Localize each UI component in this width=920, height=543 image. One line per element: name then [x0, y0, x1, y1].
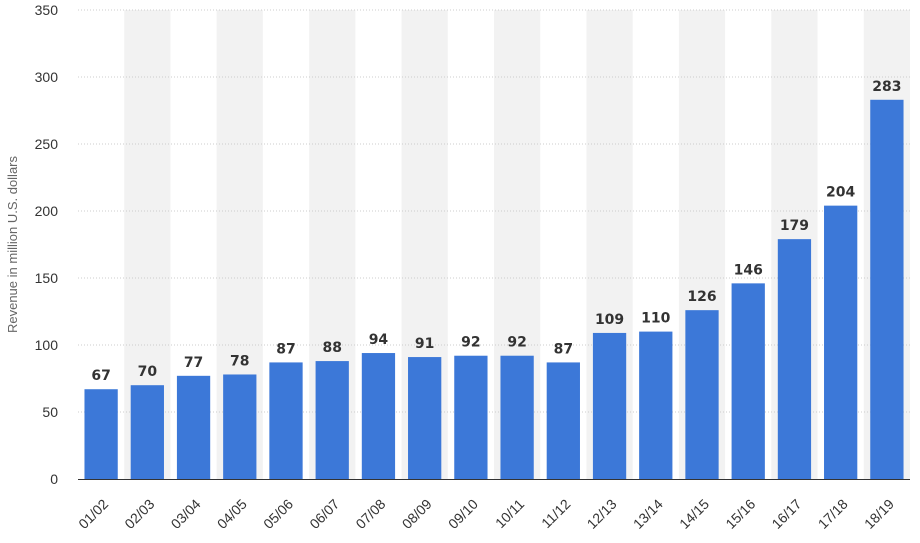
bar-06/07: [315, 361, 349, 479]
bar-04/05: [223, 374, 257, 479]
bar-18/19: [870, 99, 904, 479]
gridlines: [78, 9, 910, 413]
data-label-10/11: 92: [507, 335, 526, 351]
x-tick-label-10/11: 10/11: [492, 496, 528, 532]
y-tick-label-200: 200: [35, 203, 59, 219]
y-tick-label-150: 150: [35, 270, 59, 286]
x-tick-label-02/03: 02/03: [121, 496, 157, 532]
data-label-13/14: 110: [641, 311, 670, 327]
x-tick-label-16/17: 16/17: [768, 496, 804, 532]
bar-12/13: [592, 332, 627, 479]
data-labels: 67 70 77 78 87 88 94 91 92 92 87 109 110 126 146 179 204…: [91, 79, 901, 384]
bar-15/16: [731, 283, 765, 479]
y-axis-label: Revenue in million U.S. dollars: [5, 155, 20, 333]
y-tick-label-0: 0: [50, 471, 58, 487]
bar-05/06: [269, 362, 303, 479]
y-tick-label-100: 100: [35, 337, 59, 353]
y-tick-label-350: 350: [35, 2, 59, 18]
bar-13/14: [639, 331, 673, 479]
x-tick-label-18/19: 18/19: [861, 496, 897, 532]
bar-11/12: [546, 362, 580, 479]
bar-10/11: [500, 355, 534, 479]
data-label-06/07: 88: [322, 340, 341, 356]
y-tick-label-250: 250: [35, 136, 59, 152]
data-label-09/10: 92: [461, 335, 480, 351]
data-label-18/19: 283: [872, 79, 901, 95]
x-tick-label-03/04: 03/04: [168, 496, 204, 532]
bar-07/08: [361, 353, 396, 479]
data-label-16/17: 179: [780, 218, 809, 234]
data-label-17/18: 204: [826, 185, 855, 201]
y-tick-label-300: 300: [35, 69, 59, 85]
x-tick-label-01/02: 01/02: [75, 496, 111, 532]
bar-08/09: [408, 357, 442, 479]
x-tick-label-07/08: 07/08: [352, 496, 388, 532]
x-tick-label-11/12: 11/12: [538, 496, 574, 532]
data-label-12/13: 109: [595, 312, 624, 328]
x-axis-ticks: 01/02 02/03 03/04 04/05 05/06 06/07 07/08 08/09…: [75, 496, 897, 532]
bar-16/17: [777, 239, 812, 479]
x-tick-label-06/07: 06/07: [306, 496, 342, 532]
x-tick-label-08/09: 08/09: [399, 496, 435, 532]
bar-01/02: [84, 389, 118, 479]
y-tick-label-50: 50: [42, 404, 58, 420]
x-tick-label-15/16: 15/16: [722, 496, 758, 532]
x-tick-label-05/06: 05/06: [260, 496, 296, 532]
x-tick-label-12/13: 12/13: [584, 496, 620, 532]
bar-03/04: [176, 375, 211, 479]
data-label-01/02: 67: [91, 368, 110, 384]
x-tick-label-09/10: 09/10: [445, 496, 481, 532]
x-tick-label-14/15: 14/15: [676, 496, 712, 532]
data-label-02/03: 70: [138, 364, 158, 380]
data-label-15/16: 146: [734, 262, 763, 278]
y-axis-ticks: 0 50 100 150 200 250 300 350: [35, 2, 59, 487]
data-label-04/05: 78: [230, 353, 249, 369]
data-label-03/04: 77: [184, 355, 203, 371]
bars: [84, 99, 904, 479]
data-label-05/06: 87: [276, 341, 295, 357]
data-label-08/09: 91: [415, 336, 434, 352]
x-tick-label-13/14: 13/14: [630, 496, 666, 532]
data-label-07/08: 94: [369, 332, 389, 348]
x-tick-label-17/18: 17/18: [815, 496, 851, 532]
bar-17/18: [824, 205, 858, 479]
data-label-14/15: 126: [687, 289, 716, 305]
data-label-11/12: 87: [554, 341, 573, 357]
bar-14/15: [685, 310, 719, 479]
bar-09/10: [454, 355, 488, 479]
bar-02/03: [130, 385, 164, 479]
x-tick-label-04/05: 04/05: [214, 496, 250, 532]
